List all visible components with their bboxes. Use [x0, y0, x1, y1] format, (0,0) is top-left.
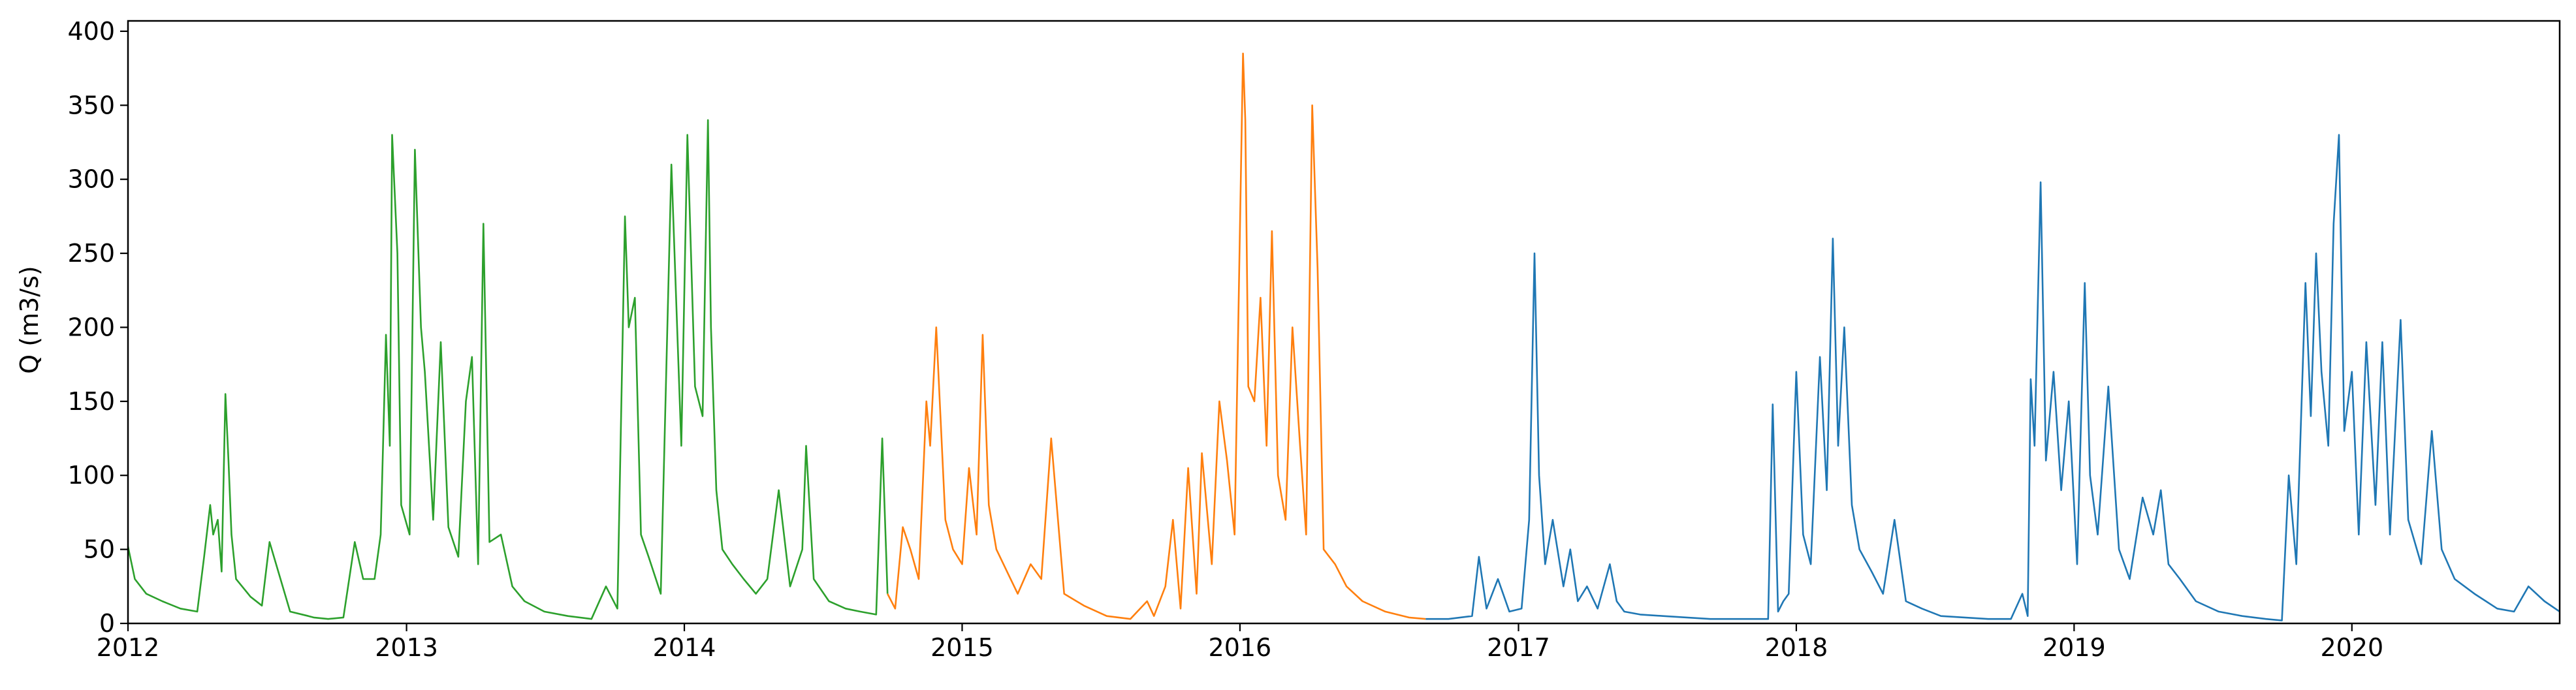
y-tick-label: 50: [84, 535, 115, 564]
series-line-3: [1425, 134, 2560, 621]
x-tick-label: 2017: [1487, 633, 1550, 662]
y-tick-label: 100: [67, 461, 115, 490]
y-axis: 0 50 100 150 200 250 300 350 400: [67, 17, 128, 638]
x-tick-label: 2014: [653, 633, 716, 662]
plot-frame: [127, 20, 2561, 625]
y-tick-label: 400: [67, 17, 115, 46]
series-layer: [127, 52, 2560, 621]
x-axis: 2012 2013 2014 2015 2016 2017 2018 2019 2020: [97, 623, 2383, 662]
y-tick-label: 250: [67, 239, 115, 268]
y-tick-label: 200: [67, 313, 115, 341]
y-tick-label: 150: [67, 387, 115, 416]
y-tick-label: 300: [67, 165, 115, 194]
x-tick-label: 2016: [1209, 633, 1272, 662]
y-axis-label: Q (m3/s): [15, 266, 44, 373]
series-line-2: [887, 52, 1426, 620]
x-tick-label: 2013: [375, 633, 438, 662]
x-tick-label: 2015: [930, 633, 994, 662]
y-tick-label: 350: [67, 91, 115, 119]
series-line-1: [127, 119, 889, 620]
x-tick-label: 2020: [2320, 633, 2383, 662]
x-tick-label: 2012: [97, 633, 160, 662]
x-tick-label: 2018: [1765, 633, 1828, 662]
x-tick-label: 2019: [2043, 633, 2106, 662]
y-tick-label: 0: [99, 609, 115, 638]
